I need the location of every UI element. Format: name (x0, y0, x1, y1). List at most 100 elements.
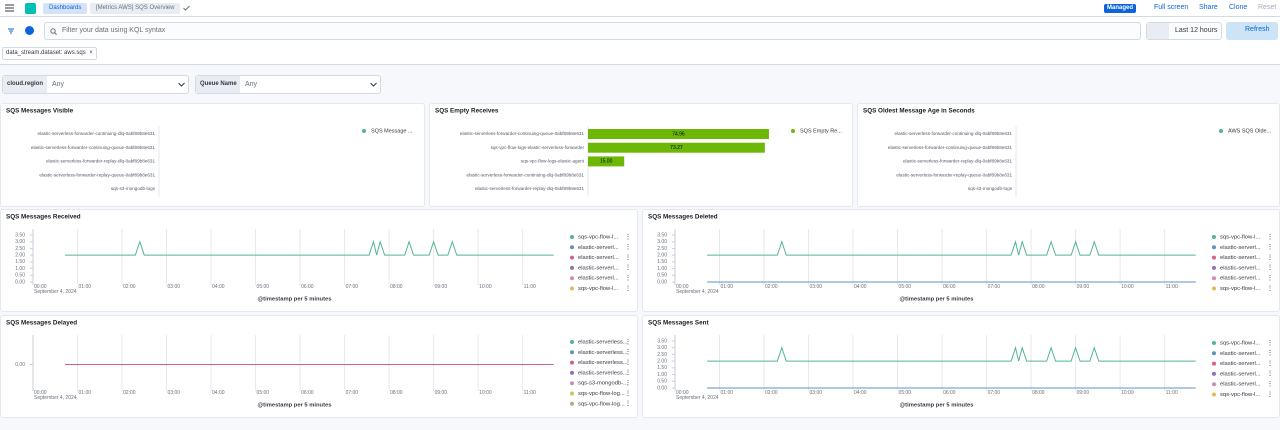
legend-menu[interactable]: ⋮ (625, 359, 632, 366)
legend-label[interactable]: sqs-vpc-flow-l... (578, 235, 619, 241)
bar (588, 142, 765, 153)
x-date-label: September 4, 2024 (676, 395, 719, 401)
legend-dot (570, 255, 574, 260)
legend-label[interactable]: elastic-serverless... (578, 340, 628, 346)
legend-menu[interactable]: ⋮ (625, 401, 632, 408)
legend-label[interactable]: elastic-serverl... (578, 265, 619, 271)
legend-label[interactable]: elastic-serverl... (1220, 245, 1261, 251)
y-tick-label: 2.00 (657, 358, 667, 364)
legend-label[interactable]: sqs-vpc-flow-l... (1220, 286, 1261, 292)
legend-label[interactable]: elastic-serverl... (1220, 371, 1261, 377)
x-tick-label: 00:00 (34, 284, 47, 290)
legend-label[interactable]: sqs-vpc-flow-l... (1220, 392, 1261, 398)
legend-menu[interactable]: ⋮ (625, 349, 632, 356)
x-tick-label: 08:00 (390, 284, 403, 290)
header-action[interactable]: Full screen (1154, 4, 1189, 11)
legend-label[interactable]: sqs-vpc-flow-l... (1220, 341, 1261, 347)
legend-label[interactable]: sqs-s3-mongodb-... (578, 381, 628, 387)
y-tick-label: 3.00 (15, 239, 25, 245)
legend-label[interactable]: elastic-serverl... (1220, 265, 1261, 271)
legend-label[interactable]: SQS Message ... (371, 128, 413, 134)
legend-menu[interactable]: ⋮ (1267, 371, 1274, 378)
y-tick-label: 0.50 (657, 379, 667, 385)
legend-label[interactable]: elastic-serverl... (1220, 276, 1261, 282)
y-tick-label: 2.00 (15, 252, 25, 258)
legend-label[interactable]: elastic-serverless... (578, 350, 628, 356)
y-tick-label: 1.50 (657, 259, 667, 265)
legend-label[interactable]: elastic-serverl... (1220, 351, 1261, 357)
breadcrumb[interactable]: Dashboards (43, 3, 88, 14)
time-picker[interactable]: Last 12 hours (1146, 22, 1222, 40)
legend-dot (1212, 392, 1216, 397)
control[interactable]: Queue Name Any (195, 75, 381, 94)
legend-label[interactable]: elastic-serverl... (578, 245, 619, 251)
legend-label[interactable]: elastic-serverl... (578, 255, 619, 261)
legend-menu[interactable]: ⋮ (625, 275, 632, 282)
header-action[interactable]: Reset (1258, 4, 1277, 11)
panel: SQS Messages Sent 00:00 01:00 02:00 03:00 04:… (642, 315, 1280, 418)
legend-label[interactable]: sqs-vpc-flow-log... (578, 401, 625, 407)
refresh-button[interactable]: Refresh (1226, 22, 1278, 40)
top-bar: Dashboards [Metrics AWS] SQS Overview Ma… (0, 0, 1280, 17)
legend-menu[interactable]: ⋮ (625, 244, 632, 251)
legend-label[interactable]: elastic-serverless... (578, 360, 628, 366)
remove-icon[interactable]: × (89, 50, 93, 56)
y-tick-label: 1.00 (657, 266, 667, 272)
header-action[interactable]: Share (1199, 4, 1218, 11)
legend-menu[interactable]: ⋮ (625, 285, 632, 292)
y-tick-label: 3.50 (657, 232, 667, 238)
legend-label[interactable]: elastic-serverl... (1220, 255, 1261, 261)
legend-label[interactable]: elastic-serverless... (578, 370, 628, 376)
legend-dot (791, 129, 795, 133)
legend-dot (570, 286, 574, 291)
legend-menu[interactable]: ⋮ (1267, 234, 1274, 241)
category-label: elastic-serverless-forwarder-replay-dlq-… (903, 159, 1012, 164)
legend-label[interactable]: sqs-vpc-flow-l... (578, 286, 619, 292)
legend-menu[interactable]: ⋮ (625, 390, 632, 397)
control[interactable]: cloud.region Any (2, 75, 189, 94)
menu-icon[interactable] (5, 4, 14, 12)
legend-menu[interactable]: ⋮ (1267, 340, 1274, 347)
legend-label[interactable]: elastic-serverl... (1220, 382, 1261, 388)
x-tick-label: 09:00 (1077, 284, 1090, 290)
chart: SQS Messages Sent 00:00 01:00 02:00 03:00 04:… (648, 320, 1274, 409)
filter-pill[interactable]: data_stream.dataset: aws.sqs × (2, 47, 97, 60)
legend-menu[interactable]: ⋮ (625, 380, 632, 387)
add-filter-button[interactable] (25, 26, 34, 35)
panel-title: SQS Empty Receives (435, 108, 499, 115)
kql-input[interactable]: Filter your data using KQL syntax (44, 22, 1141, 40)
legend-menu[interactable]: ⋮ (1267, 381, 1274, 388)
legend-label[interactable]: AWS SQS Olde... (1228, 128, 1272, 134)
legend-dot (570, 235, 574, 239)
legend-menu[interactable]: ⋮ (1267, 360, 1274, 367)
legend-label[interactable]: elastic-serverl... (1220, 361, 1261, 367)
category-label: elastic-serverless-forwarder-continuing-… (895, 131, 1013, 136)
legend-menu[interactable]: ⋮ (625, 265, 632, 272)
legend-label[interactable]: elastic-serverl... (578, 276, 619, 282)
legend-menu[interactable]: ⋮ (1267, 350, 1274, 357)
x-tick-label: 08:00 (1032, 390, 1045, 396)
legend-menu[interactable]: ⋮ (1267, 265, 1274, 272)
legend-label[interactable]: sqs-vpc-flow-log... (578, 391, 625, 397)
y-tick-label: 0.50 (657, 273, 667, 279)
legend-menu[interactable]: ⋮ (625, 254, 632, 261)
legend-menu[interactable]: ⋮ (625, 234, 632, 241)
y-tick-label: 0.00 (657, 279, 667, 285)
legend-menu[interactable]: ⋮ (1267, 391, 1274, 398)
legend-menu[interactable]: ⋮ (1267, 285, 1274, 292)
app-logo[interactable] (25, 3, 36, 14)
legend-menu[interactable]: ⋮ (1267, 254, 1274, 261)
legend-label[interactable]: sqs-vpc-flow-l... (1220, 235, 1261, 241)
x-axis-title: @timestamp per 5 minutes (258, 297, 332, 303)
legend-menu[interactable]: ⋮ (625, 370, 632, 377)
x-tick-label: 10:00 (479, 390, 492, 396)
legend-menu[interactable]: ⋮ (625, 339, 632, 346)
legend-menu[interactable]: ⋮ (1267, 275, 1274, 282)
category-label: elastic-serverless-forwarder-continuing-… (888, 145, 1013, 150)
value-label: 74.96 (672, 131, 685, 137)
filter-menu-icon[interactable] (7, 27, 15, 35)
x-tick-label: 01:00 (721, 284, 734, 290)
legend-label[interactable]: SQS Empty Re... (800, 128, 842, 134)
header-action[interactable]: Clone (1229, 4, 1248, 11)
legend-menu[interactable]: ⋮ (1267, 244, 1274, 251)
